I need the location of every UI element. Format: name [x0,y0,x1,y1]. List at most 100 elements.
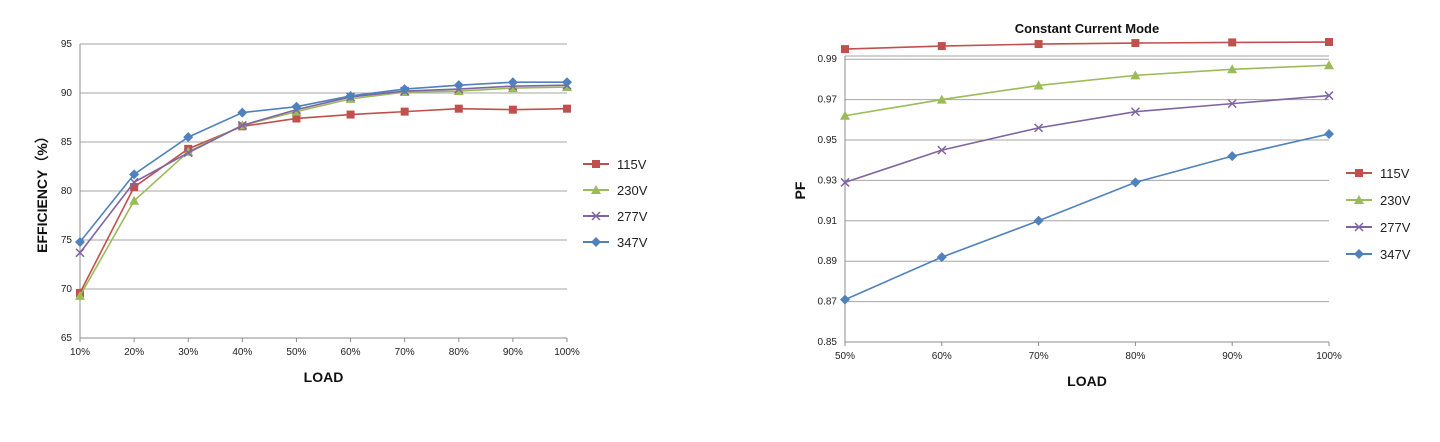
series-line [844,64,1330,117]
data-point [399,84,410,95]
y-tick-label: 65 [61,333,73,344]
series-line [844,41,1330,50]
data-point [1228,38,1237,47]
data-point [1034,123,1044,133]
legend-marker [1354,249,1364,259]
data-point [1131,39,1140,48]
data-point [75,290,85,300]
data-point [1227,151,1238,162]
data-point [1324,128,1334,139]
legend-marker [1355,169,1363,177]
y-tick-label: 0.95 [818,135,838,146]
y-axis-title: PF [792,181,808,199]
y-axis-title: EFFICIENCY（%） [34,129,50,253]
data-point [840,294,850,305]
x-axis-title: LOAD [304,369,344,385]
data-point [937,145,947,155]
series-230V [840,60,1334,120]
x-tick-label: 20% [124,347,144,358]
series-line [844,133,1330,301]
y-tick-label: 90 [61,88,73,99]
y-tick-label: 0.97 [818,95,838,106]
data-point [1324,60,1334,70]
x-tick-label: 30% [178,347,198,358]
x-tick-label: 60% [932,351,952,362]
legend-label: 277V [1380,220,1411,235]
data-point [237,107,248,118]
chart-title: Constant Current Mode [1015,21,1159,36]
data-point [292,114,301,123]
legend-label: 115V [617,157,647,172]
data-point [507,77,518,88]
data-point [346,110,355,119]
series-line [844,94,1330,184]
legend-label: 230V [617,183,648,198]
data-point [1033,215,1044,226]
series-347V [75,77,572,247]
data-point [345,90,356,101]
y-tick-label: 0.91 [818,216,838,227]
data-point [129,169,140,180]
legend-label: 230V [1380,193,1411,208]
data-point [129,177,139,187]
data-point [183,132,194,143]
data-point [453,86,464,96]
data-point [562,77,572,88]
data-point [454,104,463,113]
x-tick-label: 80% [1125,351,1145,362]
x-tick-label: 70% [1029,351,1049,362]
data-point [563,104,571,113]
y-tick-label: 85 [61,137,73,148]
y-tick-label: 0.89 [818,256,838,267]
legend-label: 277V [617,209,648,224]
x-tick-label: 40% [232,347,252,358]
data-point [291,101,302,112]
data-point [508,105,517,114]
data-point [1033,80,1044,90]
data-point [1130,70,1141,80]
data-point [841,45,849,54]
legend-marker [1354,195,1364,204]
series-line [79,84,568,254]
legend-marker [591,185,601,194]
data-point [400,107,409,116]
data-point [237,120,247,130]
data-point [507,83,518,93]
x-tick-label: 100% [554,347,580,358]
x-tick-label: 50% [286,347,306,358]
y-tick-label: 0.85 [818,337,838,348]
series-277V [840,91,1334,187]
legend-label: 347V [617,235,648,250]
y-tick-label: 70 [61,284,73,295]
series-line [79,86,568,297]
x-axis-title: LOAD [1067,373,1107,389]
series-line [79,81,567,243]
y-tick-label: 0.99 [818,54,838,65]
legend-marker [1354,222,1364,232]
data-point [75,248,85,258]
legend-marker [592,160,600,168]
data-point [1227,64,1238,74]
data-point [1325,38,1333,47]
y-tick-label: 0.93 [818,175,838,186]
y-tick-label: 95 [61,39,73,50]
data-point [840,177,850,187]
data-point [183,148,193,158]
y-tick-label: 80 [61,186,73,197]
data-point [936,252,947,263]
y-tick-label: 0.87 [818,297,838,308]
legend-marker [591,211,601,221]
data-point [1034,40,1043,49]
x-tick-label: 80% [449,347,469,358]
data-point [1130,177,1141,188]
data-point [129,195,140,205]
x-tick-label: 100% [1316,351,1342,362]
data-point [75,236,85,247]
x-tick-label: 10% [70,347,90,358]
x-tick-label: 50% [835,351,855,362]
data-point [1227,99,1237,109]
data-point [840,110,850,120]
legend-marker [591,237,601,247]
